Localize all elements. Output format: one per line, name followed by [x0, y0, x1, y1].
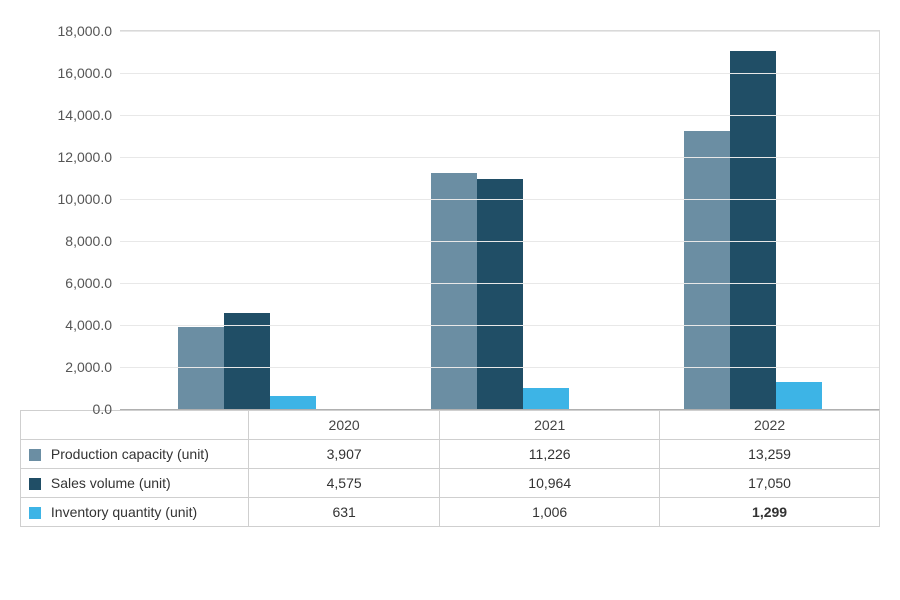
year-header: 2020 — [249, 411, 440, 440]
y-tick-label: 4,000.0 — [65, 317, 120, 333]
y-tick-label: 16,000.0 — [58, 65, 121, 81]
data-table: 2020 2021 2022 Production capacity (unit… — [20, 410, 880, 527]
corner-cell — [21, 411, 249, 440]
y-tick-label: 14,000.0 — [58, 107, 121, 123]
bar-production — [431, 173, 477, 409]
gridline — [120, 31, 879, 32]
gridline — [120, 241, 879, 242]
bar-inventory — [270, 396, 316, 409]
y-tick-label: 10,000.0 — [58, 191, 121, 207]
y-tick-label: 2,000.0 — [65, 359, 120, 375]
table-row: Sales volume (unit) 4,575 10,964 17,050 — [21, 469, 880, 498]
cell: 1,006 — [440, 498, 660, 527]
gridline — [120, 367, 879, 368]
bar-sales — [224, 313, 270, 409]
y-tick-label: 8,000.0 — [65, 233, 120, 249]
bar-sales — [730, 51, 776, 409]
gridline — [120, 283, 879, 284]
series-label: Sales volume (unit) — [51, 475, 171, 491]
bar-inventory — [523, 388, 569, 409]
y-tick-label: 12,000.0 — [58, 149, 121, 165]
bar-sales — [477, 179, 523, 409]
swatch-icon — [29, 449, 41, 461]
cell: 13,259 — [660, 440, 880, 469]
cell: 3,907 — [249, 440, 440, 469]
bar-group — [120, 31, 373, 409]
cell: 17,050 — [660, 469, 880, 498]
bar-groups — [120, 31, 879, 409]
year-row: 2020 2021 2022 — [21, 411, 880, 440]
y-tick-label: 0.0 — [93, 401, 120, 417]
bar-group — [626, 31, 879, 409]
gridline — [120, 157, 879, 158]
cell: 1,299 — [660, 498, 880, 527]
gridline — [120, 73, 879, 74]
cell: 11,226 — [440, 440, 660, 469]
row-head-sales: Sales volume (unit) — [21, 469, 249, 498]
bar-group — [373, 31, 626, 409]
gridline — [120, 325, 879, 326]
swatch-icon — [29, 478, 41, 490]
cell: 4,575 — [249, 469, 440, 498]
bar-chart: 0.02,000.04,000.06,000.08,000.010,000.01… — [20, 30, 880, 410]
y-tick-label: 18,000.0 — [58, 23, 121, 39]
y-tick-label: 6,000.0 — [65, 275, 120, 291]
cell: 631 — [249, 498, 440, 527]
year-header: 2021 — [440, 411, 660, 440]
bar-inventory — [776, 382, 822, 409]
row-head-inventory: Inventory quantity (unit) — [21, 498, 249, 527]
year-header: 2022 — [660, 411, 880, 440]
row-head-production: Production capacity (unit) — [21, 440, 249, 469]
gridline — [120, 115, 879, 116]
data-table-wrap: 2020 2021 2022 Production capacity (unit… — [20, 410, 880, 527]
plot-area: 0.02,000.04,000.06,000.08,000.010,000.01… — [120, 30, 880, 410]
table-row: Production capacity (unit) 3,907 11,226 … — [21, 440, 880, 469]
table-row: Inventory quantity (unit) 631 1,006 1,29… — [21, 498, 880, 527]
swatch-icon — [29, 507, 41, 519]
gridline — [120, 199, 879, 200]
series-label: Production capacity (unit) — [51, 446, 209, 462]
series-label: Inventory quantity (unit) — [51, 504, 197, 520]
cell: 10,964 — [440, 469, 660, 498]
